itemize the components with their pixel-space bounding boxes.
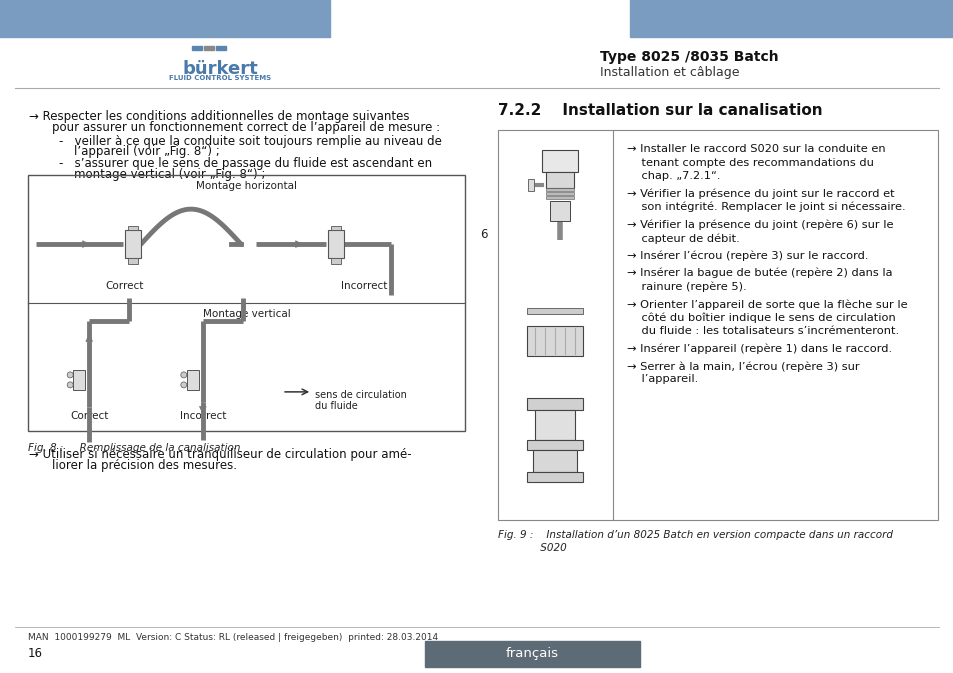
Text: bürkert: bürkert [182,60,257,78]
Text: → Installer le raccord S020 sur la conduite en: → Installer le raccord S020 sur la condu… [626,144,884,154]
Bar [328,230,344,258]
Text: -   s’assurer que le sens de passage du fluide est ascendant en: - s’assurer que le sens de passage du fl… [59,157,432,170]
Bar [187,370,198,390]
Text: Fig. 9 :    Installation d’un 8025 Batch en version compacte dans un raccord: Fig. 9 : Installation d’un 8025 Batch en… [497,530,892,540]
Text: du fluide : les totalisateurs s’incrémenteront.: du fluide : les totalisateurs s’incrémen… [626,326,898,336]
Text: montage vertical (voir „Fig. 8“) ;: montage vertical (voir „Fig. 8“) ; [74,168,266,181]
Circle shape [181,372,187,378]
Bar [546,188,574,191]
Text: 16: 16 [28,647,43,660]
Bar [128,258,138,264]
Text: → Insérer la bague de butée (repère 2) dans la: → Insérer la bague de butée (repère 2) d… [626,268,892,279]
Bar [542,150,578,172]
Bar [204,46,213,50]
Text: capteur de débit.: capteur de débit. [626,233,739,244]
Text: tenant compte des recommandations du: tenant compte des recommandations du [626,157,873,168]
Text: Type 8025 /8035 Batch: Type 8025 /8035 Batch [599,50,778,64]
Text: Incorrect: Incorrect [341,281,387,291]
Bar [331,226,340,230]
Text: chap. „7.2.1“.: chap. „7.2.1“. [626,171,720,181]
Bar [128,226,138,230]
Bar [0,0,330,37]
Bar [546,196,574,199]
Text: rainure (repère 5).: rainure (repère 5). [626,281,746,292]
Bar [28,175,464,431]
Text: son intégrité. Remplacer le joint si nécessaire.: son intégrité. Remplacer le joint si néc… [626,202,904,213]
Text: 7.2.2    Installation sur la canalisation: 7.2.2 Installation sur la canalisation [497,103,821,118]
Bar [546,172,574,188]
Bar [527,308,583,314]
Text: Montage horizontal: Montage horizontal [195,181,296,191]
Bar [125,230,141,258]
Bar [629,0,953,37]
Bar [73,370,85,390]
Bar [535,410,575,440]
Text: → Insérer l’appareil (repère 1) dans le raccord.: → Insérer l’appareil (repère 1) dans le … [626,343,891,354]
Bar [424,641,639,667]
Bar [527,472,583,482]
Text: Installation et câblage: Installation et câblage [599,66,739,79]
Circle shape [67,372,73,378]
Text: → Insérer l’écrou (repère 3) sur le raccord.: → Insérer l’écrou (repère 3) sur le racc… [626,250,867,261]
Bar [546,192,574,195]
Bar [527,440,583,450]
Text: l’appareil.: l’appareil. [626,374,698,384]
Text: MAN  1000199279  ML  Version: C Status: RL (released | freigegeben)  printed: 28: MAN 1000199279 ML Version: C Status: RL … [28,633,437,642]
Text: S020: S020 [497,543,566,553]
Bar [527,326,583,356]
Circle shape [181,382,187,388]
Text: Fig. 8 :     Remplissage de la canalisation: Fig. 8 : Remplissage de la canalisation [28,443,240,453]
Bar [497,130,937,520]
Bar [331,258,340,264]
Text: FLUID CONTROL SYSTEMS: FLUID CONTROL SYSTEMS [169,75,271,81]
Text: -   veiller à ce que la conduite soit toujours remplie au niveau de: - veiller à ce que la conduite soit touj… [59,135,441,147]
Text: → Utiliser si nécessaire un tranquiliseur de circulation pour amé-: → Utiliser si nécessaire un tranquiliseu… [29,448,411,461]
Text: Correct: Correct [105,281,143,291]
Text: Incorrect: Incorrect [179,411,226,421]
Bar [528,179,534,191]
Bar [550,201,570,221]
Text: → Orienter l’appareil de sorte que la flèche sur le: → Orienter l’appareil de sorte que la fl… [626,299,906,310]
Text: sens de circulation
du fluide: sens de circulation du fluide [314,390,407,411]
Bar [215,46,226,50]
Bar [533,450,577,472]
Text: pour assurer un fonctionnement correct de l’appareil de mesure :: pour assurer un fonctionnement correct d… [52,121,440,134]
Text: → Vérifier la présence du joint (repère 6) sur le: → Vérifier la présence du joint (repère … [626,219,893,230]
Text: l’appareil (voir „Fig. 8“) ;: l’appareil (voir „Fig. 8“) ; [74,145,220,158]
Text: 6: 6 [479,229,487,242]
Text: Montage vertical: Montage vertical [202,309,290,319]
Text: côté du boîtier indique le sens de circulation: côté du boîtier indique le sens de circu… [626,312,895,323]
Text: Correct: Correct [70,411,109,421]
Text: → Vérifier la présence du joint sur le raccord et: → Vérifier la présence du joint sur le r… [626,188,894,199]
Text: → Respecter les conditions additionnelles de montage suivantes: → Respecter les conditions additionnelle… [29,110,409,122]
Bar [192,46,202,50]
Text: → Serrer à la main, l’écrou (repère 3) sur: → Serrer à la main, l’écrou (repère 3) s… [626,361,859,371]
Circle shape [67,382,73,388]
Text: français: français [505,647,558,660]
Bar [527,398,583,410]
Text: liorer la précision des mesures.: liorer la précision des mesures. [52,459,237,472]
